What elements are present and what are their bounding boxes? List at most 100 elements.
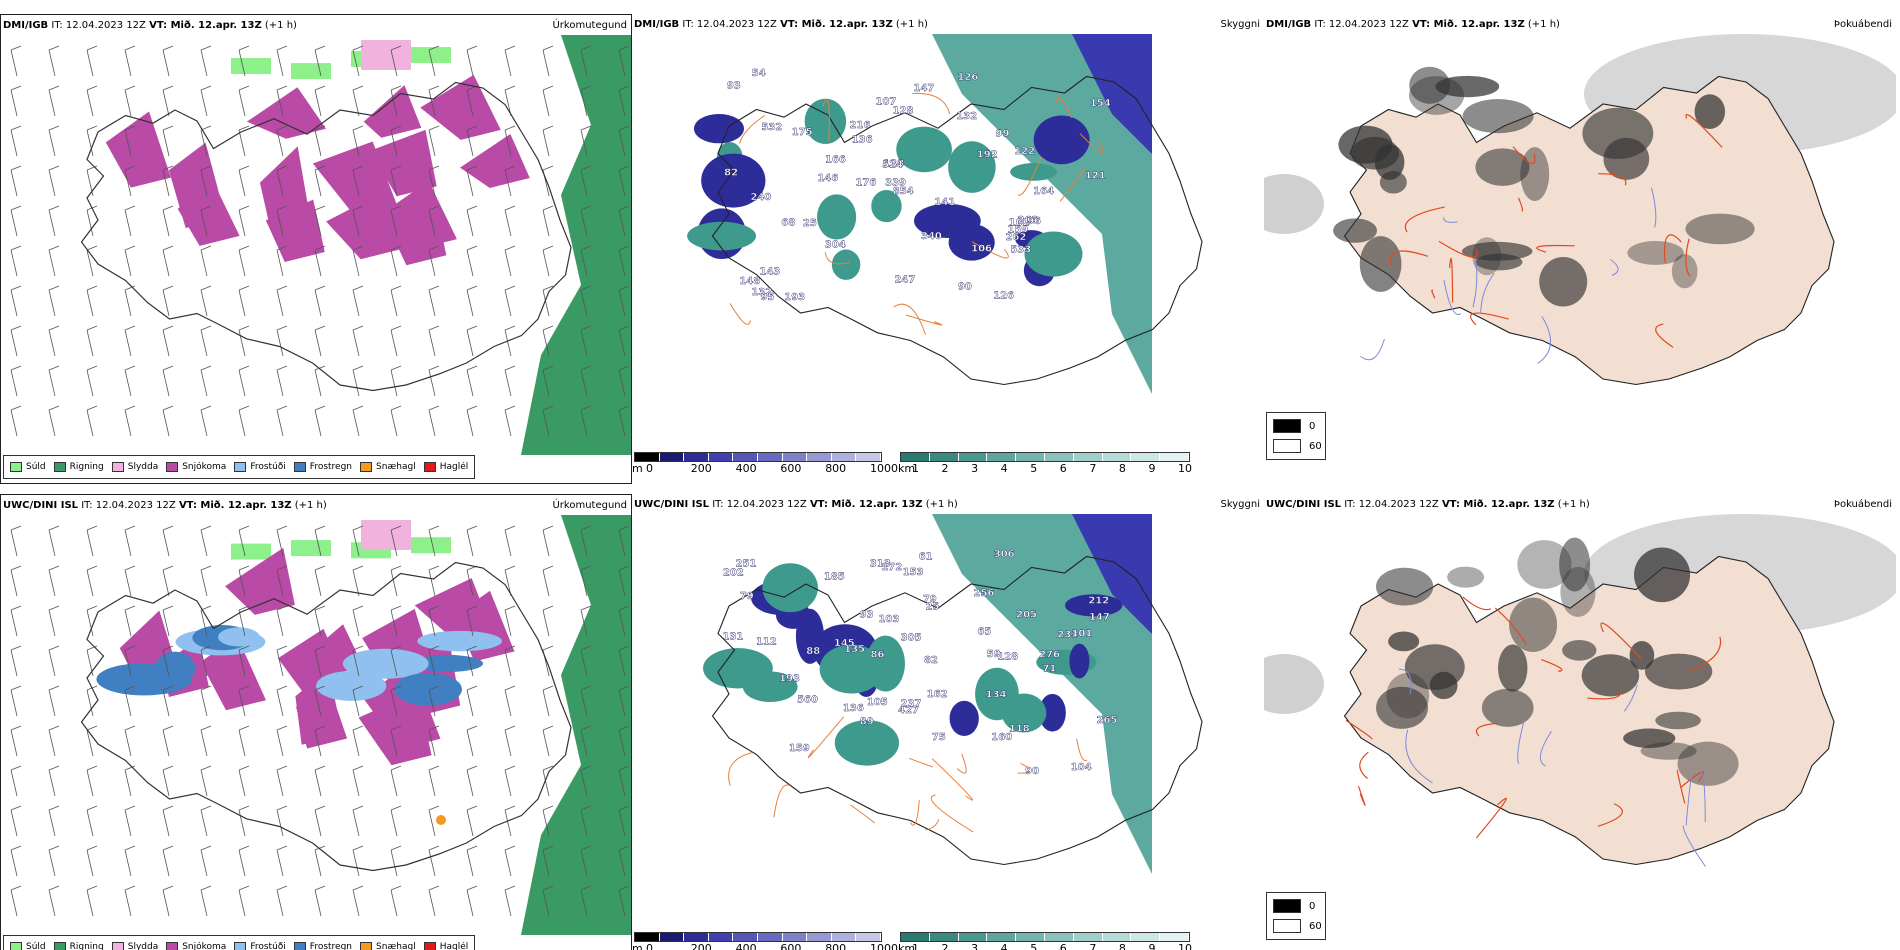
legend-item: Frostúði: [234, 462, 286, 472]
river: [1480, 273, 1495, 313]
wind-barb: [276, 605, 288, 637]
colorbar-cell: [958, 933, 988, 941]
wind-barb: [48, 125, 60, 157]
drizzle-area: [231, 57, 271, 74]
visibility-value-label: 304: [825, 239, 846, 250]
fog-index-patch: [1351, 136, 1400, 170]
snow-area: [296, 685, 348, 749]
river: [1539, 730, 1552, 767]
visibility-value-label: 237: [901, 699, 922, 710]
road: [1475, 722, 1498, 737]
colorbar-cell: [757, 933, 783, 941]
snow-area: [246, 87, 327, 139]
fog-legend-item: 60: [1273, 919, 1322, 933]
fog-index-patch: [1376, 686, 1428, 729]
visibility-value-label: 533: [1010, 244, 1031, 255]
drizzle-area: [411, 537, 451, 554]
colorbar-tick: 400: [735, 462, 757, 475]
colorbar-cell: [1160, 453, 1189, 461]
legend-label: Slydda: [127, 942, 159, 950]
wind-barb: [428, 805, 440, 837]
wind-barb: [466, 205, 478, 237]
colorbar-tick: 600: [780, 462, 802, 475]
wind-barb: [162, 405, 174, 437]
wind-barb: [162, 205, 174, 237]
colorbar-cell: [1044, 933, 1074, 941]
wind-barb: [580, 245, 592, 277]
wind-barb: [466, 725, 478, 757]
wind-barb: [238, 645, 250, 677]
panel-header: DMI/IGB IT: 12.04.2023 12Z VT: Mið. 12.a…: [1266, 19, 1560, 30]
visibility-patch: [914, 203, 981, 238]
wind-barb: [124, 165, 136, 197]
wind-barb: [466, 765, 478, 797]
visibility-value-label: 90: [1025, 766, 1039, 777]
legend-label: Frostúði: [250, 462, 286, 472]
panel-title: Úrkomutegund: [552, 20, 627, 31]
wind-barb: [238, 605, 250, 637]
road: [1462, 596, 1492, 611]
freezing-area: [417, 630, 502, 652]
rain-area: [521, 515, 631, 935]
wind-barb: [124, 405, 136, 437]
wind-barb: [86, 85, 98, 117]
wind-barb: [428, 685, 440, 717]
fog-index-patch: [1509, 597, 1558, 653]
wind-barb: [390, 85, 402, 117]
wind-barb: [276, 325, 288, 357]
wind-barb: [580, 205, 592, 237]
wind-barb: [390, 645, 402, 677]
precip-panel-row1: DMI/IGB IT: 12.04.2023 12Z VT: Mið. 12.a…: [0, 14, 632, 484]
colorbar-cell: [831, 933, 857, 941]
wind-barb: [48, 845, 60, 877]
wind-barb: [618, 285, 630, 317]
legend-item: Haglél: [423, 462, 469, 472]
road: [1600, 622, 1642, 659]
panel-title: Þokuábendi: [1833, 499, 1892, 510]
colorbar-tick: 2: [941, 942, 949, 950]
wind-barb: [352, 205, 364, 237]
legend-label: Haglél: [439, 462, 469, 472]
wind-barb: [390, 885, 402, 917]
fog-legend-item: 0: [1273, 899, 1315, 913]
river: [1443, 217, 1458, 223]
wind-barb: [124, 605, 136, 637]
visibility-patch: [834, 720, 900, 766]
wind-barb: [580, 765, 592, 797]
snow-area: [460, 133, 530, 188]
legend-item: Slydda: [111, 942, 159, 950]
visibility-value-label: 132: [956, 111, 977, 122]
low-visibility-area: [1072, 34, 1152, 154]
road: [931, 758, 974, 801]
visibility-patch: [804, 98, 847, 144]
legend-swatch: [53, 942, 66, 950]
wind-barb: [542, 405, 554, 437]
river: [1623, 684, 1638, 712]
wind-barb: [618, 605, 630, 637]
visibility-colorbar: [900, 932, 1190, 942]
wind-barb: [428, 565, 440, 597]
land: [1343, 555, 1835, 866]
wind-barb: [86, 885, 98, 917]
fog-cloud: [1264, 174, 1324, 234]
wind-barb: [276, 285, 288, 317]
wind-barb: [10, 805, 22, 837]
wind-barb: [466, 885, 478, 917]
visibility-value-label: 99: [996, 129, 1010, 140]
wind-barb: [618, 805, 630, 837]
legend-item: Súld: [10, 942, 46, 950]
visibility-patch: [1069, 643, 1090, 679]
wind-barb: [276, 85, 288, 117]
wind-barb: [504, 685, 516, 717]
visibility-value-label: 105: [867, 697, 888, 708]
wind-barb: [504, 885, 516, 917]
wind-barb: [200, 285, 212, 317]
wind-barb: [238, 125, 250, 157]
road: [1685, 238, 1691, 278]
freezing-area: [394, 672, 462, 706]
visibility-value-label: 162: [927, 689, 948, 700]
wind-barb: [10, 605, 22, 637]
wind-barb: [200, 725, 212, 757]
visibility-value-label: 339: [885, 178, 906, 189]
panel-header: DMI/IGB IT: 12.04.2023 12Z VT: Mið. 12.a…: [634, 19, 928, 30]
